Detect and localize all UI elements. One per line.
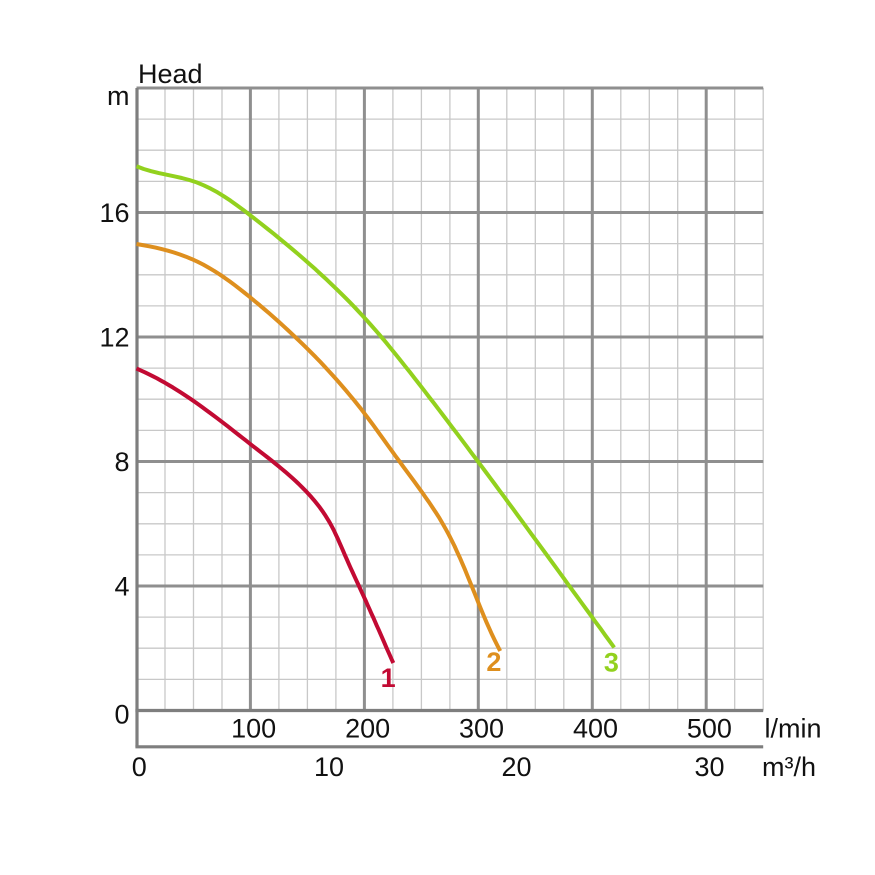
svg-text:10: 10 — [314, 752, 344, 782]
svg-text:400: 400 — [573, 713, 618, 743]
svg-text:l/min: l/min — [765, 713, 822, 743]
svg-text:500: 500 — [687, 713, 732, 743]
svg-text:200: 200 — [345, 713, 390, 743]
svg-text:16: 16 — [99, 198, 129, 228]
svg-text:8: 8 — [114, 447, 129, 477]
svg-text:0: 0 — [132, 752, 147, 782]
svg-text:12: 12 — [99, 323, 129, 353]
svg-text:20: 20 — [501, 752, 531, 782]
svg-text:1: 1 — [381, 663, 396, 693]
svg-text:300: 300 — [459, 713, 504, 743]
svg-text:3: 3 — [604, 648, 619, 678]
svg-text:100: 100 — [231, 713, 276, 743]
svg-text:Head: Head — [138, 59, 203, 89]
svg-text:0: 0 — [114, 699, 129, 729]
svg-text:30: 30 — [694, 752, 724, 782]
svg-text:2: 2 — [486, 647, 501, 677]
svg-text:4: 4 — [114, 572, 129, 602]
svg-text:m: m — [107, 81, 130, 111]
svg-text:m³/h: m³/h — [762, 752, 816, 782]
